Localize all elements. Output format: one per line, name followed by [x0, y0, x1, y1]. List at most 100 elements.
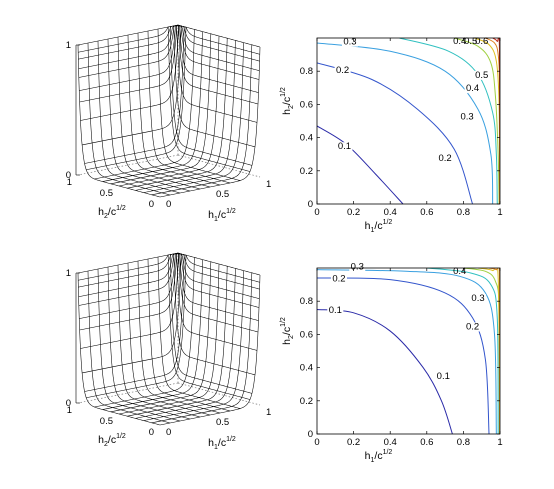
- x-tick-label: 0: [314, 437, 319, 448]
- contour-label: 0.2: [438, 153, 451, 164]
- surface-mesh: [77, 24, 261, 198]
- contour-label: 0.3: [343, 37, 356, 48]
- y-axis-label: h2/c1/2: [98, 433, 126, 448]
- x-tick-label: 0.4: [384, 207, 397, 218]
- y-tick-label: 0.8: [300, 66, 313, 77]
- contour-label-edge: 0.4: [453, 36, 466, 47]
- mesh-line-h2: [82, 25, 183, 146]
- mesh-line-h1: [172, 25, 256, 148]
- mesh-line-h1: [157, 256, 241, 409]
- edge-labels: 0.40.50.6: [453, 36, 488, 47]
- mesh-line-h1: [117, 264, 201, 418]
- mesh-line-h1: [157, 28, 241, 181]
- box-edge: [77, 382, 179, 404]
- contour-plot-top: 0.10.20.20.30.30.40.50.40.50.60 0.2 0.4 0.6…: [280, 36, 503, 234]
- contour-label-bg: [330, 274, 347, 284]
- x-axis-label: h1/c1/2: [208, 436, 236, 451]
- x-tick-label: 0.6: [420, 437, 433, 448]
- mesh-line-h2: [94, 29, 195, 180]
- mesh-line-h2: [151, 44, 253, 196]
- z-tick-label: 0: [66, 398, 71, 409]
- mesh-line-h2: [118, 263, 220, 415]
- y-axis-label: h2/c1/2: [280, 87, 295, 115]
- contour-label: 0.3: [460, 111, 473, 122]
- mesh-line-h2: [110, 33, 212, 185]
- x-tick-label: 0.8: [457, 437, 470, 448]
- mesh-line-h2: [102, 31, 203, 182]
- edge-labels: 0.4: [453, 266, 466, 277]
- contour-line: [317, 42, 494, 204]
- mesh-line-h1: [175, 25, 259, 105]
- y-tick-label: 1: [67, 405, 72, 416]
- contour-line: [317, 277, 490, 434]
- mesh-line-h2: [84, 26, 185, 164]
- x-tick-label: 1: [266, 407, 271, 418]
- y-tick-label: 0.4: [300, 363, 313, 374]
- mesh-line-h2: [86, 26, 187, 170]
- x-tick-label: 1: [497, 207, 502, 218]
- contour-label-bg: [327, 305, 344, 315]
- mesh-line-h2: [82, 253, 183, 374]
- box-edge: [77, 154, 179, 176]
- contour-label-edge: 0.5: [464, 36, 477, 47]
- contour-label: 0.3: [471, 293, 484, 304]
- contour-label: 0.2: [466, 321, 479, 332]
- contour-line: [474, 38, 500, 204]
- y-axis-label: h2/c1/2: [98, 205, 126, 220]
- mesh-line-h1: [137, 260, 221, 414]
- contour-label: 0.3: [351, 262, 364, 273]
- y-tick-label: 1: [67, 177, 72, 188]
- mesh-line-h1: [147, 30, 231, 184]
- mesh-line-h2: [159, 46, 261, 198]
- plot-frame: [316, 267, 501, 435]
- contour-lines: [317, 268, 500, 434]
- contour-line: [317, 269, 497, 434]
- mesh-line-h1: [172, 253, 256, 376]
- x-tick-label: 1: [497, 437, 502, 448]
- y-tick-label: 0.2: [300, 166, 313, 177]
- contour-line: [317, 125, 404, 204]
- contour-label-bg: [464, 322, 481, 332]
- mesh-line-h2: [151, 272, 253, 424]
- contour-label: 0.1: [329, 305, 342, 316]
- contour-label: 0.1: [338, 141, 351, 152]
- contour-label-edge: 0.4: [453, 266, 466, 277]
- x-tick-label: 0: [166, 199, 171, 210]
- mesh-line-h2: [143, 270, 244, 421]
- mesh-line-h2: [135, 40, 236, 191]
- contour-line: [317, 309, 453, 434]
- z-tick-label: 1: [66, 40, 71, 51]
- plot-frame: [316, 37, 501, 205]
- contour-label-bg: [341, 37, 358, 47]
- y-tick-label: 0.6: [300, 329, 313, 340]
- mesh-line-h1: [107, 38, 191, 192]
- y-tick-label: 0: [308, 429, 313, 440]
- contour-label-bg: [470, 294, 487, 304]
- contour-label-bg: [473, 70, 490, 80]
- contour-label-bg: [437, 153, 454, 163]
- contour-line: [426, 268, 499, 434]
- x-axis-label: h1/c1/2: [365, 219, 393, 234]
- mesh-line-h1: [174, 25, 258, 123]
- contour-label-bg: [349, 262, 366, 272]
- mesh-line-h1: [127, 262, 211, 416]
- mesh-line-h1: [147, 258, 231, 412]
- contour-label-bg: [435, 372, 452, 382]
- mesh-line-h1: [127, 34, 211, 188]
- mesh-line-h2: [80, 25, 181, 121]
- box-edge: [177, 382, 261, 406]
- contour-label-bg: [334, 65, 351, 75]
- y-tick-label: 0.5: [100, 188, 113, 199]
- mesh-line-h2: [94, 257, 195, 408]
- contour-label: 0.4: [466, 83, 479, 94]
- mesh-line-h2: [143, 42, 244, 193]
- mesh-line-h1: [169, 26, 253, 166]
- x-axis-label: h1/c1/2: [208, 208, 236, 223]
- mesh-line-h1: [87, 270, 171, 424]
- contour-line: [317, 62, 474, 204]
- mesh-line-h2: [135, 268, 236, 419]
- contour-label-edge: 0.6: [475, 36, 488, 47]
